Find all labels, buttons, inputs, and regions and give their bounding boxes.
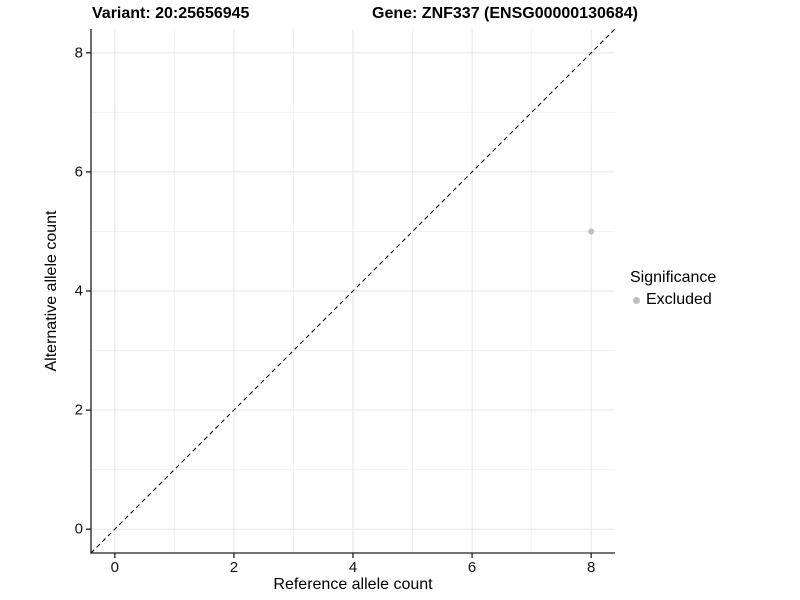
y-tick-label: 6 [74, 163, 83, 181]
excluded-point-icon [633, 296, 640, 304]
x-tick-label: 2 [229, 559, 239, 576]
x-axis-title: Reference allele count [273, 576, 433, 593]
gene-title: Gene: ZNF337 (ENSG00000130684) [372, 5, 638, 22]
x-tick-label: 0 [110, 559, 119, 576]
x-tick-label: 4 [348, 559, 358, 576]
legend-item-excluded: Excluded [630, 291, 716, 309]
y-axis-title: Alternative allele count [43, 210, 60, 372]
x-tick-label: 8 [587, 559, 596, 576]
legend-title: Significance [630, 269, 717, 286]
legend: Significance Excluded [630, 269, 716, 309]
y-tick-label: 0 [74, 520, 83, 538]
y-tick-label: 4 [74, 282, 83, 300]
x-tick-label: 6 [467, 559, 477, 576]
y-tick-label: 8 [74, 44, 83, 62]
y-tick-label: 2 [74, 401, 83, 419]
identity-dashed-line [90, 28, 616, 554]
variant-title: Variant: 20:25656945 [92, 5, 250, 22]
legend-item-label: Excluded [646, 291, 712, 308]
data-point [588, 228, 595, 235]
